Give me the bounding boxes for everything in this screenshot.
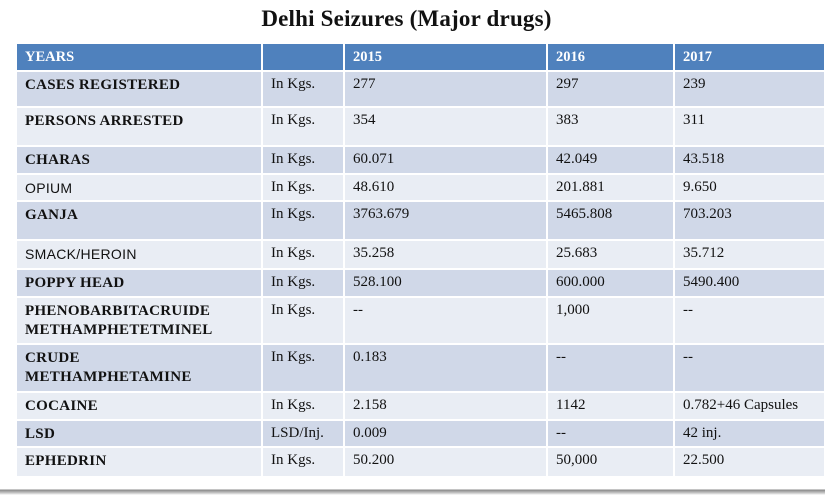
row-label: PERSONS ARRESTED — [25, 113, 184, 129]
row-label: CHARAS — [25, 152, 91, 168]
header-2016: 2016 — [547, 44, 675, 72]
row-unit: In Kgs. — [271, 274, 316, 290]
value-2015: -- — [353, 302, 363, 318]
value-2016: 5465.808 — [556, 206, 613, 222]
table-row: POPPY HEAD In Kgs. 528.100 600.000 5490.… — [17, 269, 825, 298]
row-label: EPHEDRIN — [25, 453, 107, 469]
value-2016: 297 — [556, 76, 579, 92]
row-label-line1: CRUDE — [25, 350, 80, 366]
value-2016: 42.049 — [556, 151, 598, 167]
table-row: GANJA In Kgs. 3763.679 5465.808 703.203 — [17, 201, 825, 241]
value-2017: 703.203 — [683, 206, 732, 222]
value-2017: 22.500 — [683, 452, 725, 468]
value-2015: 50.200 — [353, 452, 395, 468]
value-2015: 3763.679 — [353, 206, 410, 222]
value-2015: 277 — [353, 76, 376, 92]
value-2016: 1142 — [556, 397, 586, 413]
value-2017: 239 — [683, 76, 706, 92]
value-2017: 311 — [683, 112, 705, 128]
table-row: OPIUM In Kgs. 48.610 201.881 9.650 — [17, 174, 825, 202]
table-row: LSD LSD/Inj. 0.009 -- 42 inj. — [17, 420, 825, 448]
row-unit: In Kgs. — [271, 206, 316, 222]
value-2015: 35.258 — [353, 245, 395, 261]
value-2017: -- — [683, 349, 693, 365]
value-2017: 5490.400 — [683, 274, 740, 290]
page-title: Delhi Seizures (Major drugs) — [261, 6, 552, 31]
row-unit: In Kgs. — [271, 245, 316, 261]
row-label: CASES REGISTERED — [25, 77, 181, 93]
row-label: POPPY HEAD — [25, 275, 125, 291]
header-years: YEARS — [17, 44, 263, 72]
value-2015: 60.071 — [353, 151, 395, 167]
row-unit: In Kgs. — [271, 302, 316, 318]
row-unit: In Kgs. — [271, 179, 316, 195]
header-2017: 2017 — [674, 44, 825, 72]
value-2016: 50,000 — [556, 452, 598, 468]
value-2015: 354 — [353, 112, 376, 128]
row-label-line2: METHAMPHETAMINE — [25, 369, 192, 385]
value-2015: 2.158 — [353, 397, 387, 413]
table-row: CASES REGISTERED In Kgs. 277 297 239 — [17, 71, 825, 108]
row-label-line2: METHAMPHETETMINEL — [25, 322, 213, 338]
value-2017: 42 inj. — [683, 425, 722, 441]
value-2017: 9.650 — [683, 179, 717, 195]
value-2017: 35.712 — [683, 245, 725, 261]
value-2016: 25.683 — [556, 245, 598, 261]
header-unit — [262, 44, 345, 72]
row-label: OPIUM — [25, 180, 73, 196]
bottom-divider — [0, 485, 825, 500]
row-label-line1: PHENOBARBITACRUIDE — [25, 303, 211, 319]
table-row: EPHEDRIN In Kgs. 50.200 50,000 22.500 — [17, 447, 825, 478]
row-unit: In Kgs. — [271, 397, 316, 413]
row-label: LSD — [25, 426, 56, 442]
row-label: COCAINE — [25, 398, 98, 414]
value-2017: -- — [683, 302, 693, 318]
row-unit: LSD/Inj. — [271, 425, 324, 441]
value-2015: 0.183 — [353, 349, 387, 365]
table-header-row: YEARS 2015 2016 2017 — [17, 44, 825, 72]
table-row: PERSONS ARRESTED In Kgs. 354 383 311 — [17, 107, 825, 147]
row-unit: In Kgs. — [271, 151, 316, 167]
row-label: SMACK/HEROIN — [25, 246, 137, 262]
value-2016: -- — [556, 425, 566, 441]
value-2015: 48.610 — [353, 179, 395, 195]
value-2017: 43.518 — [683, 151, 725, 167]
table-row: PHENOBARBITACRUIDE METHAMPHETETMINEL In K… — [17, 297, 825, 345]
row-unit: In Kgs. — [271, 452, 316, 468]
value-2015: 0.009 — [353, 425, 387, 441]
value-2016: 1,000 — [556, 302, 590, 318]
row-label: GANJA — [25, 207, 79, 223]
seizures-table: YEARS 2015 2016 2017 CASES REGISTERED In… — [17, 44, 825, 478]
table-row: SMACK/HEROIN In Kgs. 35.258 25.683 35.71… — [17, 240, 825, 270]
value-2015: 528.100 — [353, 274, 402, 290]
value-2016: 600.000 — [556, 274, 605, 290]
header-2015: 2015 — [344, 44, 548, 72]
row-unit: In Kgs. — [271, 112, 316, 128]
row-unit: In Kgs. — [271, 349, 316, 365]
value-2016: 201.881 — [556, 179, 605, 195]
value-2016: 383 — [556, 112, 579, 128]
value-2017: 0.782+46 Capsules — [683, 397, 799, 413]
row-unit: In Kgs. — [271, 76, 316, 92]
value-2016: -- — [556, 349, 566, 365]
table-row: CRUDE METHAMPHETAMINE In Kgs. 0.183 -- -- — [17, 344, 825, 393]
table-row: CHARAS In Kgs. 60.071 42.049 43.518 — [17, 146, 825, 175]
table-row: COCAINE In Kgs. 2.158 1142 0.782+46 Caps… — [17, 392, 825, 421]
